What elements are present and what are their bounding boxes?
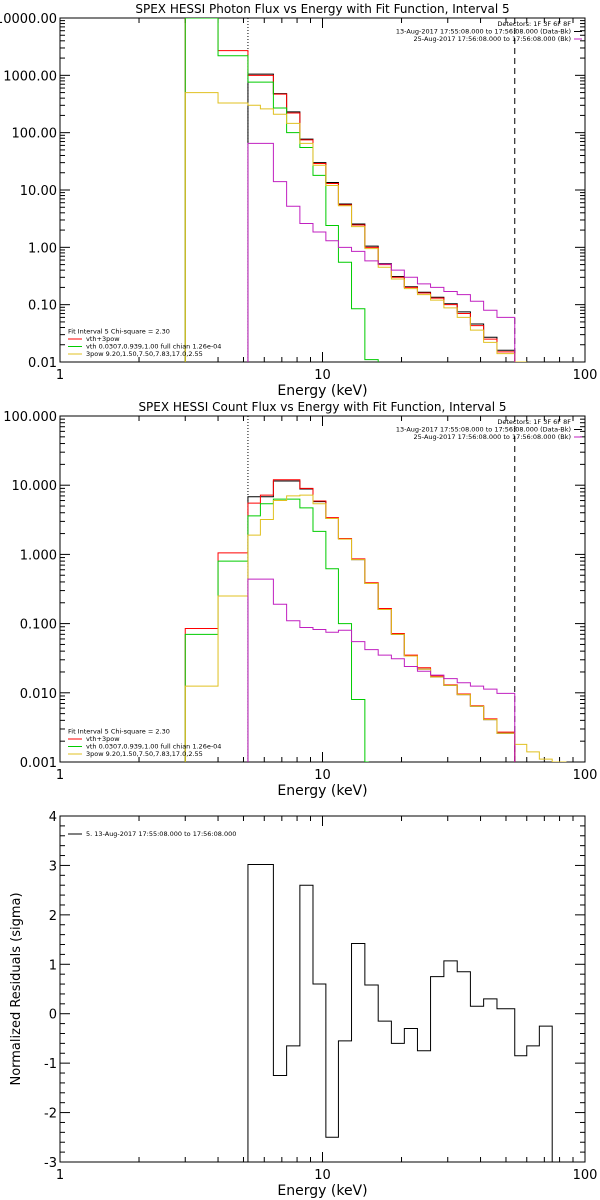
y-tick-label: 0.100	[20, 618, 57, 633]
legend-entry-1: vth+3pow	[86, 335, 120, 343]
series-line-2	[184, 18, 516, 362]
plot-frame	[59, 815, 586, 1163]
y-tick-label: 10000.00	[0, 12, 57, 27]
header-line-3: 25-Aug-2017 17:56:08.000 to 17:56:08.000…	[414, 35, 571, 43]
legend-header: Fit Interval 5 Chi-square = 2.30	[68, 728, 170, 736]
x-tick-label: 10	[314, 1168, 331, 1183]
legend-entry-1: vth+3pow	[86, 735, 120, 743]
header-line-2: 13-Aug-2017 17:55:08.000 to 17:56:08.000…	[396, 426, 571, 434]
y-tick-label: 2	[49, 909, 57, 924]
y-tick-label: 4	[49, 810, 57, 825]
x-axis-label: Energy (keV)	[277, 783, 367, 799]
legend-entry-3: 3pow 9.20,1.50,7.50,7.83,17.0,2.55	[86, 750, 203, 758]
x-tick-label: 1	[56, 768, 64, 783]
series-line-5	[247, 142, 516, 362]
plot-frame	[59, 17, 586, 363]
legend-entry-1: 5. 13-Aug-2017 17:55:08.000 to 17:56:08.…	[86, 830, 236, 838]
legend-entry-2: vth 0.0307,0.939,1.00 full chian 1.26e-0…	[86, 343, 221, 351]
series-line-3	[184, 18, 379, 362]
y-tick-label: 1000.00	[3, 69, 57, 84]
chart-1: SPEX HESSI Photon Flux vs Energy with Fi…	[0, 2, 597, 399]
x-tick-label: 1	[56, 1168, 64, 1183]
y-tick-label: 0	[49, 1008, 57, 1023]
x-tick-label: 100	[573, 1168, 598, 1183]
header-line-1: Detectors: 1F 3F 6F 8F	[497, 20, 571, 28]
series-line-4	[184, 92, 527, 362]
legend-header: Fit Interval 5 Chi-square = 2.30	[68, 328, 170, 336]
header-line-1: Detectors: 1F 3F 6F 8F	[497, 418, 571, 426]
y-tick-label: 0.001	[20, 756, 57, 771]
x-axis-label: Energy (keV)	[277, 1183, 367, 1199]
y-tick-label: 1.000	[20, 548, 57, 563]
series-group	[247, 863, 553, 1162]
series-line-5	[247, 578, 516, 762]
x-tick-label: 10	[314, 768, 331, 783]
y-tick-label: -2	[44, 1107, 57, 1122]
series-line-2	[184, 479, 516, 762]
y-tick-label: 0.10	[28, 299, 57, 314]
legend-entry-2: vth 0.0307,0.939,1.00 full chian 1.26e-0…	[86, 743, 221, 751]
legend-entry-3: 3pow 9.20,1.50,7.50,7.83,17.0,2.55	[86, 350, 203, 358]
y-tick-label: 100.00	[12, 127, 58, 142]
x-axis-label: Energy (keV)	[277, 383, 367, 399]
header-line-2: 13-Aug-2017 17:55:08.000 to 17:56:08.000…	[396, 28, 571, 36]
series-line-1	[247, 480, 516, 762]
header-line-3: 25-Aug-2017 17:56:08.000 to 17:56:08.000…	[414, 433, 571, 441]
y-tick-label: 0.010	[20, 687, 57, 702]
y-tick-label: 10.00	[20, 184, 57, 199]
x-tick-label: 100	[573, 368, 598, 383]
series-line-1	[247, 863, 553, 1162]
x-tick-label: 100	[573, 768, 598, 783]
chart-title: SPEX HESSI Photon Flux vs Energy with Fi…	[135, 2, 509, 16]
chart-3: 1 10 100 Energy (keV) -3 -2 -1 0 1 2 3 4 Normalized …	[9, 810, 597, 1199]
plot-frame	[59, 415, 586, 763]
series-group	[184, 479, 567, 762]
series-line-4	[184, 494, 567, 762]
y-tick-label: -3	[44, 1156, 57, 1171]
chart-title: SPEX HESSI Count Flux vs Energy with Fit…	[138, 400, 506, 414]
series-line-1	[247, 73, 516, 362]
y-tick-label: 1.00	[28, 241, 57, 256]
x-tick-label: 1	[56, 368, 64, 383]
y-tick-label: 3	[49, 859, 57, 874]
y-axis-label: Normalized Residuals (sigma)	[9, 892, 24, 1085]
chart-2: SPEX HESSI Count Flux vs Energy with Fit…	[3, 400, 597, 799]
y-tick-label: 100.000	[3, 410, 57, 425]
series-group	[184, 18, 527, 362]
y-tick-label: 0.01	[28, 356, 57, 371]
x-tick-label: 10	[314, 368, 331, 383]
y-tick-label: 10.000	[12, 479, 58, 494]
y-tick-label: 1	[49, 958, 57, 973]
y-tick-label: -1	[44, 1057, 57, 1072]
